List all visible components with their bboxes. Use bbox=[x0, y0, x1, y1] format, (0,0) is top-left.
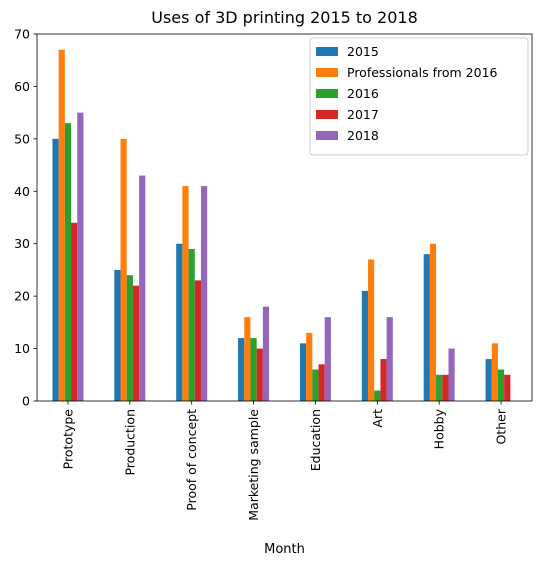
y-tick-label: 30 bbox=[14, 236, 30, 251]
bar-2015-other bbox=[485, 359, 492, 401]
x-tick-label: Proof of concept bbox=[184, 409, 199, 511]
legend-label: 2016 bbox=[347, 86, 379, 101]
bar-2015-education bbox=[299, 343, 307, 401]
y-tick-label: 0 bbox=[22, 394, 30, 409]
bars-layer bbox=[52, 49, 511, 402]
bar-2017-production bbox=[132, 285, 140, 401]
bar-2016-other bbox=[497, 369, 505, 401]
x-tick-label: Marketing sample bbox=[246, 409, 261, 521]
legend-frame bbox=[309, 37, 529, 156]
bar-2015-marketing-sample bbox=[238, 338, 245, 401]
plot-frame bbox=[36, 33, 533, 402]
bar-2016-hobby bbox=[436, 374, 443, 401]
bar-professionals-from-2016-art bbox=[368, 259, 375, 401]
bar-professionals-from-2016-prototype bbox=[58, 49, 65, 401]
bar-professionals-from-2016-marketing-sample bbox=[244, 317, 251, 401]
bar-2015-hobby bbox=[423, 254, 430, 401]
bar-professionals-from-2016-other bbox=[491, 343, 498, 401]
x-tick-label: Education bbox=[308, 409, 323, 471]
bar-2015-prototype bbox=[52, 138, 59, 401]
x-tick-label: Prototype bbox=[60, 409, 75, 470]
bar-2017-education bbox=[318, 364, 325, 401]
chart-title: Uses of 3D printing 2015 to 2018 bbox=[151, 8, 418, 27]
legend-label: 2015 bbox=[347, 44, 379, 59]
y-tick-label: 10 bbox=[14, 341, 30, 356]
bar-2017-art bbox=[380, 359, 387, 401]
bar-2018-education bbox=[324, 317, 331, 401]
bar-2017-proof-of-concept bbox=[194, 280, 201, 401]
legend-label: 2018 bbox=[347, 128, 379, 143]
x-tick-label: Art bbox=[370, 409, 385, 428]
bar-2017-prototype bbox=[71, 222, 78, 401]
x-tick-label: Other bbox=[494, 408, 509, 444]
bar-2016-education bbox=[312, 369, 319, 401]
legend-swatch bbox=[316, 68, 338, 77]
x-tick-label: Hobby bbox=[432, 408, 447, 449]
bar-2016-prototype bbox=[64, 123, 72, 401]
bar-2017-hobby bbox=[442, 374, 449, 401]
bar-2016-marketing-sample bbox=[250, 338, 257, 401]
x-tick-label: Production bbox=[122, 409, 137, 476]
bar-2018-hobby bbox=[448, 348, 455, 401]
legend-swatch bbox=[316, 47, 338, 56]
y-tick-label: 50 bbox=[14, 131, 30, 146]
bar-2015-art bbox=[361, 290, 369, 401]
x-axis: Prototype Production Proof of concept Marke… bbox=[60, 401, 509, 521]
bar-2018-proof-of-concept bbox=[200, 186, 208, 401]
bar-2015-proof-of-concept bbox=[176, 243, 183, 401]
bar-2017-other bbox=[504, 374, 511, 401]
bar-professionals-from-2016-proof-of-concept bbox=[182, 186, 189, 401]
x-axis-label: Month bbox=[264, 542, 305, 557]
bar-professionals-from-2016-hobby bbox=[429, 243, 437, 401]
bar-2018-prototype bbox=[77, 112, 84, 402]
bar-2016-art bbox=[374, 390, 381, 401]
y-tick-label: 70 bbox=[14, 27, 30, 42]
bar-2018-art bbox=[386, 317, 393, 401]
bar-2016-proof-of-concept bbox=[188, 248, 195, 401]
legend-label: 2017 bbox=[347, 107, 379, 122]
bar-2018-production bbox=[139, 175, 146, 401]
bar-professionals-from-2016-production bbox=[120, 138, 127, 401]
legend-swatch bbox=[316, 110, 338, 119]
legend-label: Professionals from 2016 bbox=[347, 65, 498, 80]
legend-swatch bbox=[316, 89, 338, 98]
bar-2015-production bbox=[114, 269, 121, 401]
y-tick-label: 40 bbox=[14, 184, 30, 199]
bar-2017-marketing-sample bbox=[256, 348, 263, 401]
y-axis: 0 10 20 30 40 50 60 70 bbox=[14, 27, 37, 409]
y-tick-label: 20 bbox=[14, 289, 30, 304]
legend: 2015 Professionals from 2016 2016 2017 2018 bbox=[309, 37, 529, 156]
bar-2018-marketing-sample bbox=[262, 306, 270, 401]
y-tick-label: 60 bbox=[14, 79, 30, 94]
bar-professionals-from-2016-education bbox=[306, 332, 313, 401]
bar-2016-production bbox=[126, 275, 133, 401]
legend-swatch bbox=[316, 131, 338, 140]
